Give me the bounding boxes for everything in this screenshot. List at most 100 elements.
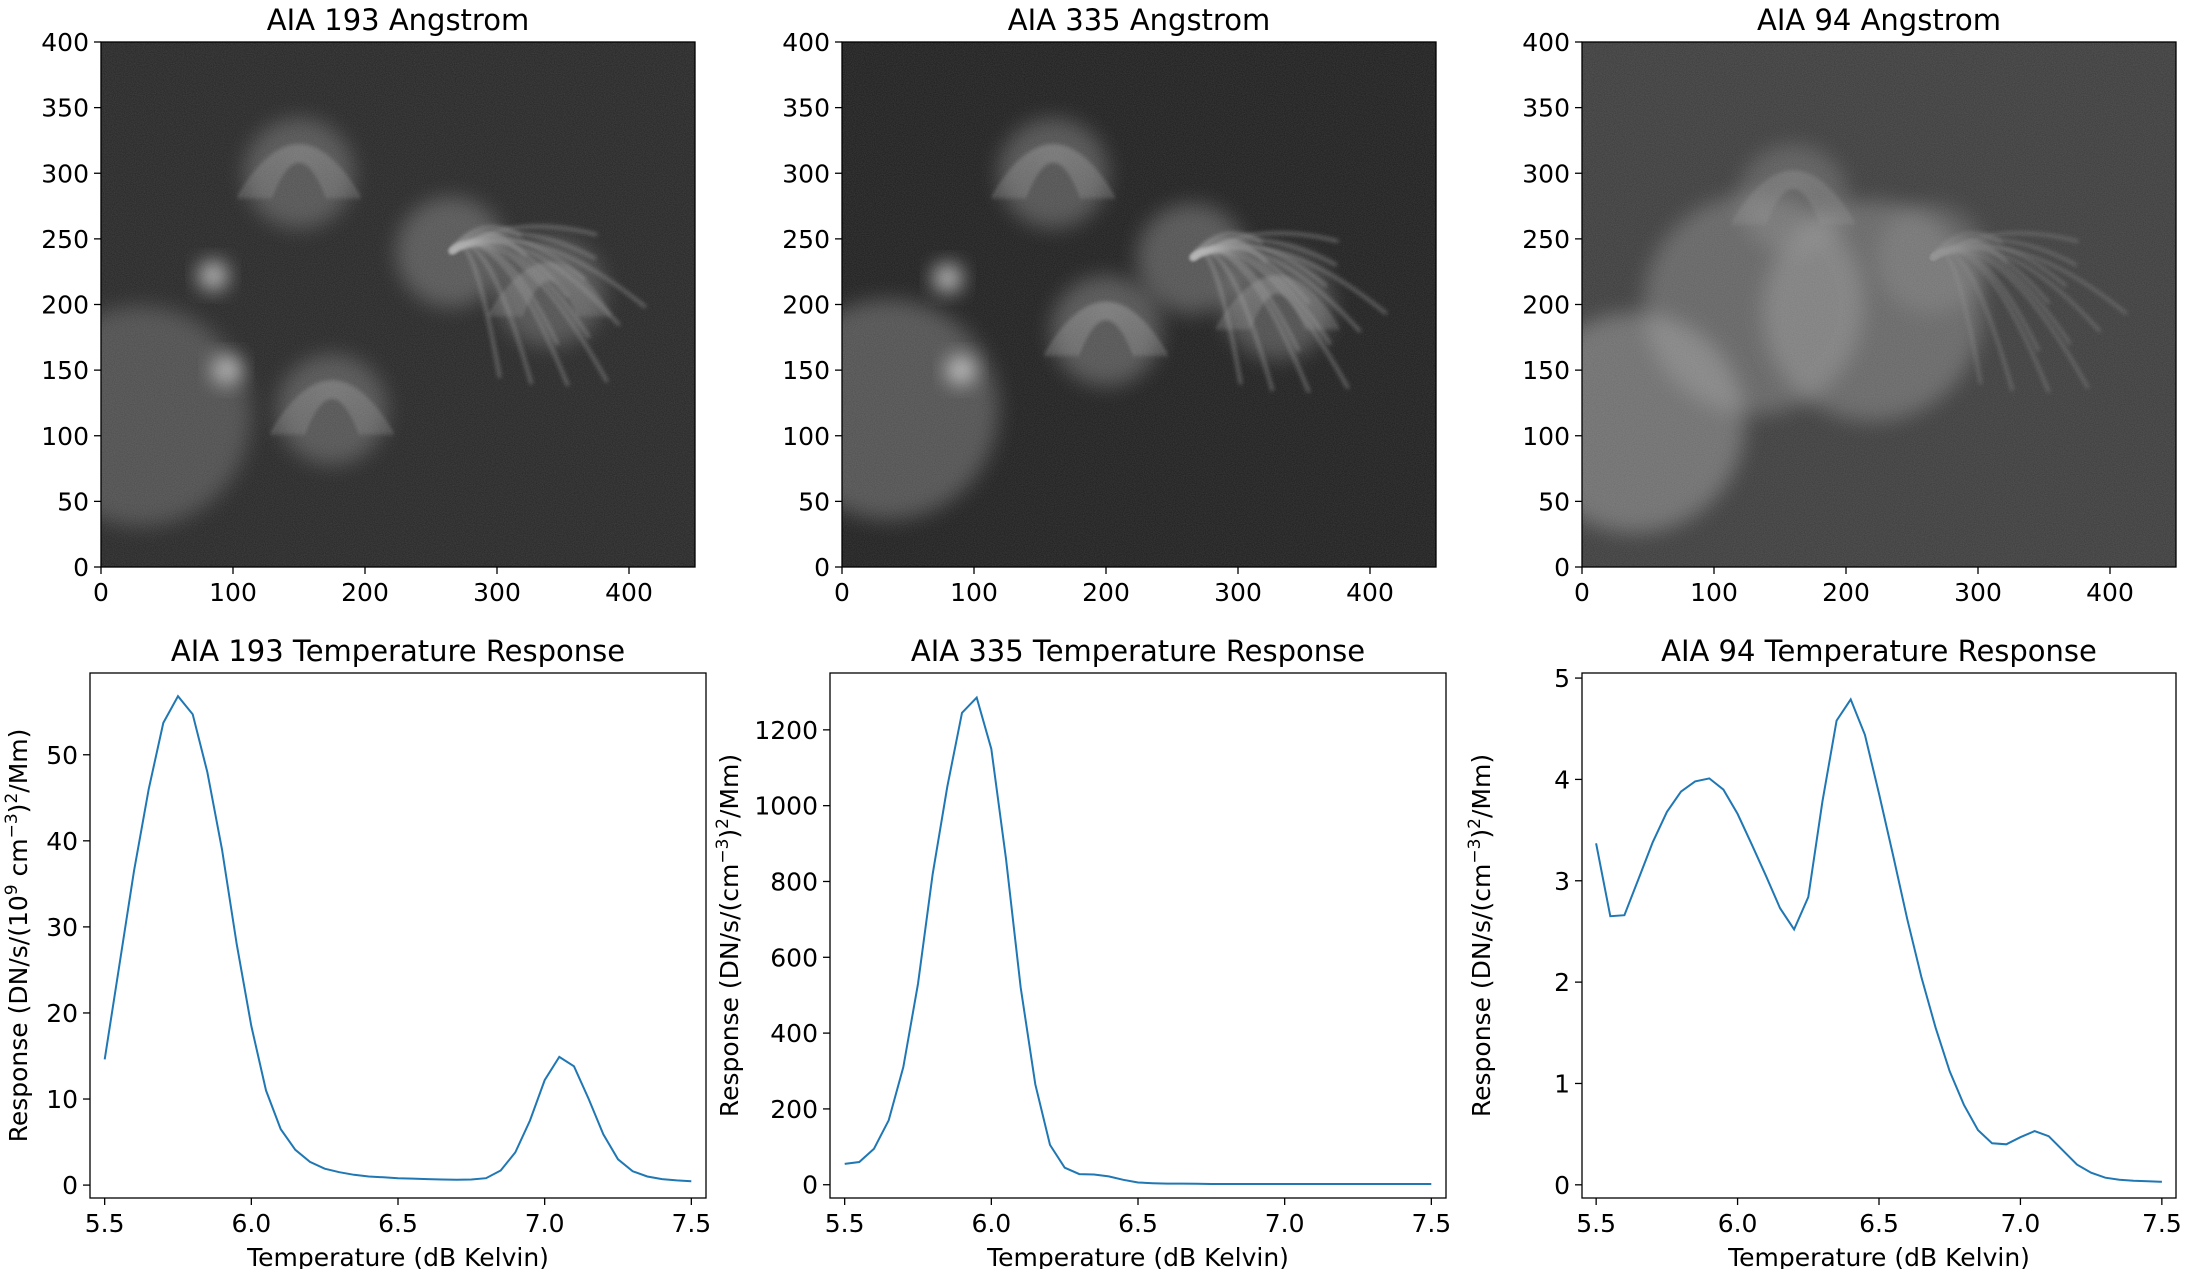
x-tick-label: 7.0 (2001, 1209, 2041, 1238)
x-tick-label: 6.0 (231, 1209, 271, 1238)
chart-panel-1: AIA 193 Angstrom 0 100 200 300 400 0 50 100 150 20… (41, 3, 696, 607)
y-tick-label: 50 (1538, 487, 1570, 516)
x-tick-label: 400 (605, 578, 653, 607)
y-tick-label: 600 (770, 943, 818, 972)
solar-image (842, 42, 1436, 567)
series-line (1595, 697, 2162, 1183)
chart-title: AIA 94 Angstrom (1757, 3, 2001, 37)
chart-title: AIA 193 Temperature Response (171, 634, 625, 668)
y-tick-label: 100 (1522, 422, 1570, 451)
y-axis-label-text: Response (DN/s/(cm (715, 864, 744, 1117)
x-tick-label: 5.5 (825, 1209, 865, 1238)
x-tick-label: 400 (2086, 578, 2134, 607)
y-tick-label: 300 (1522, 159, 1570, 188)
y-tick-label: 250 (1522, 225, 1570, 254)
y-tick-label: 400 (770, 1019, 818, 1048)
axes-frame (829, 672, 1447, 1199)
y-tick-label: 400 (1522, 28, 1570, 57)
chart-title: AIA 335 Angstrom (1008, 3, 1270, 37)
y-tick-label: 100 (782, 422, 830, 451)
x-tick-label: 0 (1574, 578, 1590, 607)
x-axis-label: Temperature (dB Kelvin) (1727, 1243, 2030, 1269)
x-tick-label: 100 (1690, 578, 1738, 607)
x-tick-label: 400 (1346, 578, 1394, 607)
y-axis-label-superscript: 2 (2, 793, 22, 804)
x-tick-label: 200 (1082, 578, 1130, 607)
y-tick-label: 150 (782, 356, 830, 385)
y-tick-label: 2 (1554, 968, 1570, 997)
x-tick-label: 100 (209, 578, 257, 607)
x-tick-label: 5.5 (1576, 1209, 1616, 1238)
y-axis-label: Response (DN/s/(cm−3)2/Mm) (1465, 754, 1496, 1117)
x-tick-label: 6.0 (1718, 1209, 1758, 1238)
y-tick-label: 50 (46, 741, 78, 770)
x-tick-label: 6.5 (1859, 1209, 1899, 1238)
x-tick-label: 300 (1214, 578, 1262, 607)
x-tick-label: 0 (93, 578, 109, 607)
y-tick-label: 0 (62, 1171, 78, 1200)
x-tick-label: 5.5 (85, 1209, 125, 1238)
y-tick-label: 50 (57, 487, 89, 516)
y-axis-label: Response (DN/s/(cm−3)2/Mm) (713, 754, 744, 1117)
y-tick-label: 5 (1554, 664, 1570, 693)
y-axis-label-superscript: 2 (1465, 818, 1485, 829)
y-tick-label: 200 (770, 1095, 818, 1124)
chart-title: AIA 193 Angstrom (267, 3, 529, 37)
x-tick-label: 7.0 (1265, 1209, 1305, 1238)
image-noise (842, 42, 1436, 567)
y-tick-label: 250 (782, 225, 830, 254)
y-tick-label: 1 (1554, 1069, 1570, 1098)
series-line (103, 694, 692, 1183)
solar-image (1582, 42, 2176, 567)
x-tick-label: 300 (473, 578, 521, 607)
y-tick-label: 20 (46, 999, 78, 1028)
y-axis-label-text: ) (1467, 829, 1496, 839)
y-axis-label-superscript: −3 (713, 839, 733, 864)
x-tick-label: 0 (834, 578, 850, 607)
x-tick-label: 7.0 (525, 1209, 565, 1238)
x-tick-label: 6.5 (378, 1209, 418, 1238)
y-axis-label-text: /Mm) (4, 729, 33, 793)
y-tick-label: 30 (46, 913, 78, 942)
chart-panel-6: AIA 94 Temperature Response 5.5 6.0 6.5 7.0 7… (1465, 634, 2182, 1269)
chart-panel-3: AIA 94 Angstrom 0 100 200 300 400 0 50 100 150 200… (1522, 3, 2177, 607)
chart-panel-2: AIA 335 Angstrom 0 100 200 300 400 0 50 100 150 20… (782, 3, 1437, 607)
y-axis-label: Response (DN/s/(109 cm−3)2/Mm) (2, 729, 33, 1143)
x-axis-label: Temperature (dB Kelvin) (986, 1243, 1289, 1269)
y-axis-label-superscript: −3 (1465, 839, 1485, 864)
y-tick-label: 400 (782, 28, 830, 57)
x-tick-label: 7.5 (671, 1209, 711, 1238)
y-tick-label: 350 (782, 94, 830, 123)
x-tick-label: 6.5 (1118, 1209, 1158, 1238)
y-tick-label: 50 (798, 487, 830, 516)
x-axis-label: Temperature (dB Kelvin) (246, 1243, 549, 1269)
y-tick-label: 350 (41, 94, 89, 123)
y-tick-label: 800 (770, 867, 818, 896)
y-axis-label-superscript: 2 (713, 818, 733, 829)
y-axis-label-superscript: −3 (2, 813, 22, 838)
x-tick-label: 300 (1954, 578, 2002, 607)
y-tick-label: 40 (46, 827, 78, 856)
solar-image (101, 42, 695, 567)
axes-frame (1581, 672, 2177, 1199)
x-tick-label: 7.5 (2142, 1209, 2182, 1238)
chart-panel-4: AIA 193 Temperature Response 5.5 6.0 6.5 7.0… (2, 634, 711, 1269)
y-tick-label: 200 (782, 291, 830, 320)
y-tick-label: 0 (814, 553, 830, 582)
y-tick-label: 100 (41, 422, 89, 451)
axes-frame (89, 672, 707, 1199)
y-axis-label-superscript: 9 (2, 884, 22, 895)
y-tick-label: 350 (1522, 94, 1570, 123)
y-tick-label: 150 (41, 356, 89, 385)
x-tick-label: 7.5 (1411, 1209, 1451, 1238)
y-axis-label-text: ) (715, 829, 744, 839)
y-tick-label: 400 (41, 28, 89, 57)
y-tick-label: 250 (41, 225, 89, 254)
y-tick-label: 0 (73, 553, 89, 582)
chart-title: AIA 94 Temperature Response (1661, 634, 2097, 668)
y-axis-label-text: /Mm) (715, 754, 744, 818)
x-tick-label: 200 (1822, 578, 1870, 607)
y-tick-label: 300 (782, 159, 830, 188)
y-tick-label: 150 (1522, 356, 1570, 385)
y-axis-label-text: ) (4, 804, 33, 814)
